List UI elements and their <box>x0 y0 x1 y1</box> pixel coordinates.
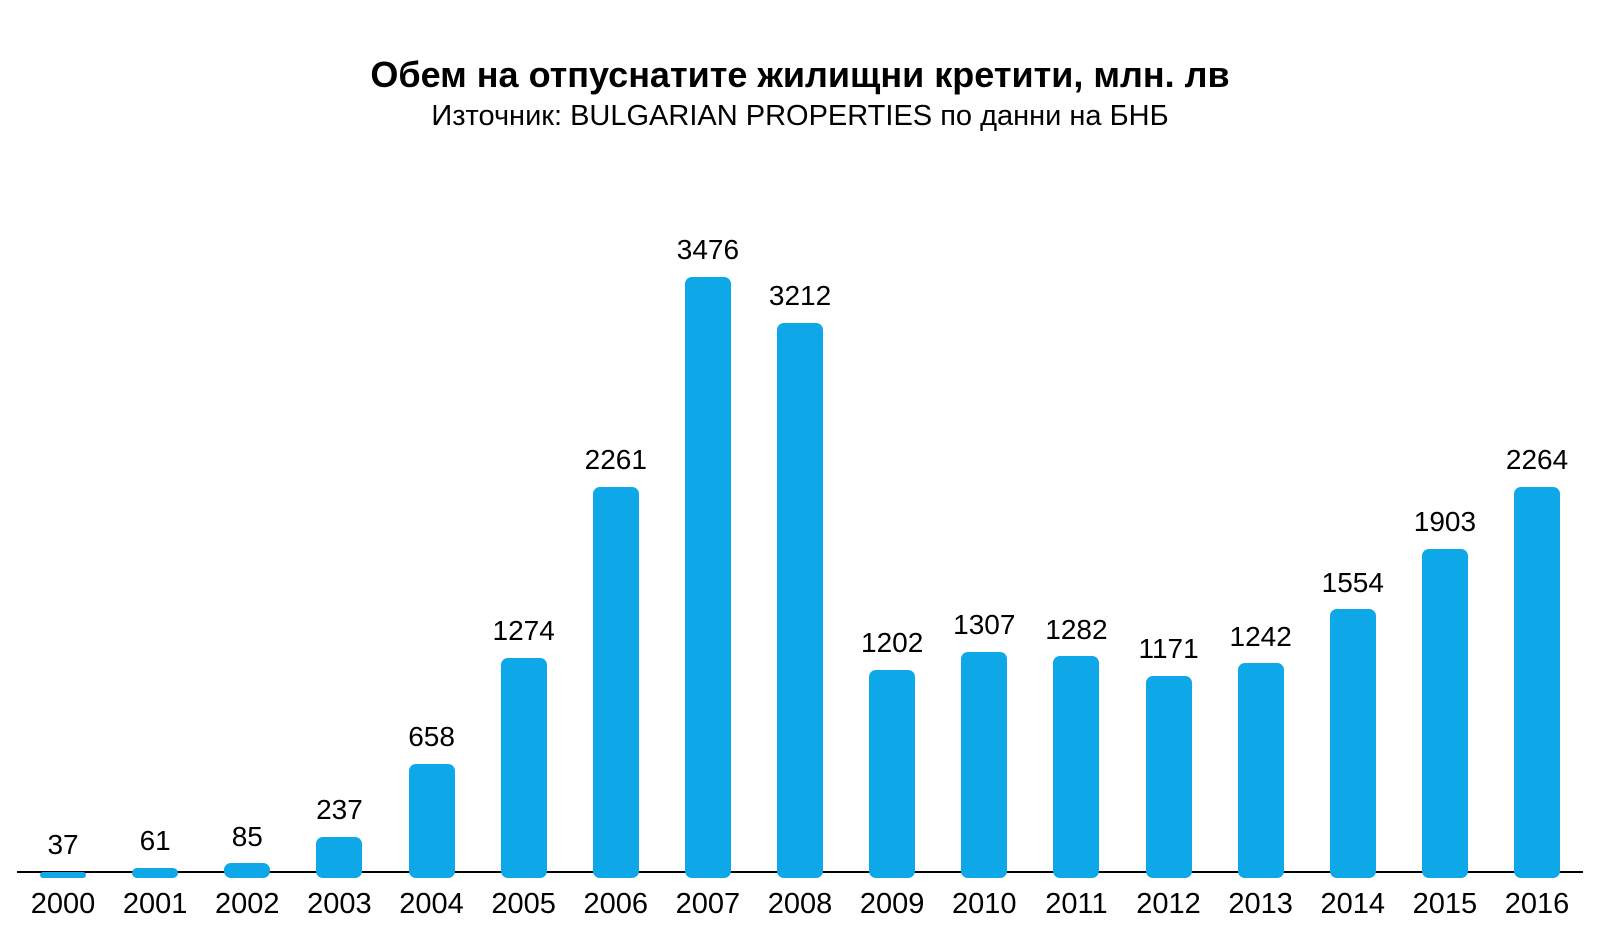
bar <box>1421 549 1468 878</box>
bar-column: 1903 <box>1399 506 1491 878</box>
bar-value-label: 658 <box>408 721 455 753</box>
bar <box>684 277 731 878</box>
year-label: 2016 <box>1504 888 1570 920</box>
bar-value-label: 237 <box>316 794 363 826</box>
x-axis-labels: 2000 2001 2002 2003 2004 2005 2006 2007 2008 2009… <box>17 888 1583 921</box>
bar-value-label: 1274 <box>492 614 555 646</box>
year-label: 2013 <box>1228 888 1293 920</box>
bar-column: 3476 <box>662 234 754 878</box>
bar <box>408 764 455 878</box>
bar <box>132 867 179 878</box>
year-label: 2005 <box>491 888 556 920</box>
bar <box>1145 675 1192 878</box>
bar <box>316 837 363 878</box>
bar-column: 237 <box>293 794 385 878</box>
year-label: 2008 <box>767 888 833 920</box>
bar-value-label: 2264 <box>1505 443 1569 475</box>
bar-value-label: 37 <box>47 828 79 860</box>
bar-value-label: 1554 <box>1321 566 1384 598</box>
year-label: 2011 <box>1045 888 1108 920</box>
bar <box>592 487 639 878</box>
bar-column: 1307 <box>938 609 1030 878</box>
bar-value-label: 1171 <box>1138 632 1199 664</box>
bar-column: 1202 <box>846 628 938 878</box>
bar <box>1237 663 1284 878</box>
year-label: 2015 <box>1412 888 1478 920</box>
bar-column: 1242 <box>1215 620 1307 878</box>
bar-chart: 37 61 85 237 658 1274 2261 3476 3212 1202 1307 1282… <box>17 160 1583 942</box>
bar <box>1053 656 1100 878</box>
year-label: 2012 <box>1136 888 1201 920</box>
year-label: 2002 <box>215 888 280 920</box>
bar-value-label: 1282 <box>1045 613 1108 645</box>
bar-column: 85 <box>201 820 293 878</box>
bar <box>40 871 87 878</box>
year-label: 2003 <box>307 888 372 920</box>
bar-column: 1274 <box>478 614 570 878</box>
bars-row: 37 61 85 237 658 1274 2261 3476 3212 1202 1307 1282… <box>17 234 1583 878</box>
bar-value-label: 3212 <box>768 279 832 311</box>
bar-value-label: 2261 <box>584 444 647 476</box>
bar-column: 1171 <box>1123 632 1215 878</box>
bar <box>500 657 547 878</box>
bar <box>869 670 916 878</box>
bar <box>777 322 824 878</box>
year-label: 2010 <box>952 888 1017 920</box>
bar <box>224 863 271 878</box>
bar-value-label: 61 <box>139 824 171 856</box>
bar-column: 2261 <box>570 445 662 878</box>
bar-column: 2264 <box>1491 443 1583 878</box>
bar-column: 1282 <box>1030 613 1122 878</box>
bar-value-label: 1202 <box>861 627 924 659</box>
bar-column: 1554 <box>1307 566 1399 878</box>
bar-column: 658 <box>386 722 478 878</box>
bar-value-label: 1242 <box>1229 620 1292 652</box>
year-label: 2006 <box>583 888 649 920</box>
chart-subtitle: Източник: BULGARIAN PROPERTIES по данни … <box>431 100 1169 132</box>
bar <box>1514 486 1561 878</box>
year-label: 2001 <box>122 888 188 920</box>
year-label: 2014 <box>1320 888 1386 920</box>
bar-column: 37 <box>17 828 109 878</box>
bar-value-label: 3476 <box>676 234 740 266</box>
bar-column: 61 <box>109 824 201 878</box>
bar <box>1329 609 1376 878</box>
year-label: 2000 <box>30 888 96 920</box>
year-label: 2007 <box>675 888 741 920</box>
bar-column: 3212 <box>754 279 846 878</box>
bar-value-label: 1307 <box>953 609 1016 641</box>
year-label: 2004 <box>399 888 464 920</box>
bar-value-label: 85 <box>231 820 263 852</box>
year-label: 2009 <box>859 888 925 920</box>
chart-title: Обем на отпуснатите жилищни кретити, млн… <box>370 54 1230 95</box>
bar-value-label: 1903 <box>1413 506 1477 538</box>
bar <box>961 652 1008 878</box>
